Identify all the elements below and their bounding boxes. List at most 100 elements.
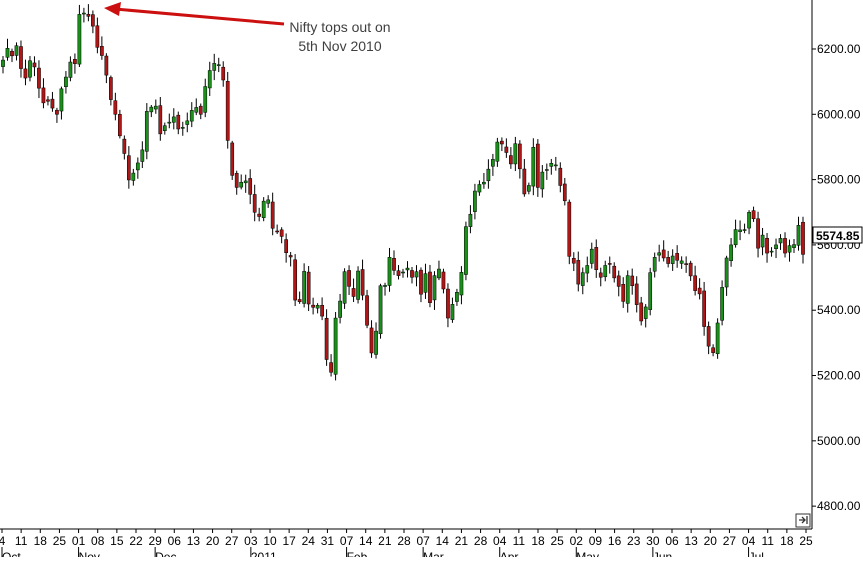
candle	[571, 252, 576, 272]
candle	[603, 260, 608, 282]
candle	[419, 267, 423, 303]
candle	[293, 254, 297, 307]
candle	[450, 297, 455, 323]
candle	[203, 78, 208, 118]
candle	[311, 297, 315, 315]
candle	[176, 111, 181, 135]
last-price-label: 5574.85	[816, 229, 860, 243]
candle	[666, 250, 671, 268]
x-tick-label: 06	[168, 534, 182, 548]
candle	[724, 255, 729, 296]
candle	[324, 309, 329, 366]
x-month-label: Dec	[155, 550, 176, 557]
candle	[562, 177, 567, 206]
candle	[500, 137, 504, 152]
candle	[679, 256, 684, 269]
x-tick-label: 25	[799, 534, 813, 548]
scroll-end-icon[interactable]	[795, 513, 811, 528]
candle	[95, 17, 100, 54]
candle	[122, 135, 127, 160]
candle	[23, 59, 28, 86]
candle	[778, 234, 783, 250]
candle	[720, 280, 724, 326]
candle	[266, 195, 271, 208]
x-month-label: Jun	[653, 550, 672, 557]
candle	[149, 104, 154, 118]
last-price-box	[812, 226, 863, 244]
candle	[82, 7, 86, 23]
candle	[549, 158, 554, 175]
y-tick-label: 6200.00	[817, 42, 861, 56]
candle	[792, 238, 796, 253]
candle	[302, 263, 306, 308]
candle	[257, 207, 262, 222]
candle	[670, 249, 675, 271]
candle	[320, 297, 324, 321]
candle	[365, 289, 369, 329]
x-tick-label: 07	[340, 534, 354, 548]
x-tick-label: 4	[0, 534, 6, 548]
x-tick-label: 10	[263, 534, 277, 548]
x-tick-label: 18	[34, 534, 48, 548]
candle	[91, 10, 95, 34]
candle	[801, 216, 805, 264]
candle	[504, 138, 509, 158]
x-tick-label: 02	[570, 534, 584, 548]
candle	[315, 303, 320, 314]
candle	[270, 192, 275, 236]
candle	[135, 157, 140, 179]
candle	[356, 266, 360, 304]
candle	[594, 239, 599, 278]
x-tick-label: 09	[589, 534, 603, 548]
candle	[441, 268, 446, 294]
candle	[652, 252, 657, 278]
candles-layer	[1, 4, 805, 381]
y-tick-label: 4800.00	[817, 499, 861, 513]
candle	[28, 55, 32, 82]
candle	[189, 102, 194, 128]
annotation-line-2: 5th Nov 2010	[298, 38, 381, 54]
candle	[347, 265, 351, 295]
candle	[459, 266, 464, 305]
candle	[544, 163, 549, 180]
x-tick-label: 28	[474, 534, 488, 548]
candle	[109, 75, 113, 106]
x-tick-label: 28	[397, 534, 411, 548]
candle	[158, 97, 163, 141]
candle	[221, 61, 226, 87]
x-tick-label: 16	[608, 534, 622, 548]
candle	[194, 98, 199, 116]
candle	[688, 260, 693, 281]
candle	[185, 112, 190, 133]
x-tick-label: 30	[646, 534, 660, 548]
annotation: Nifty tops out on 5th Nov 2010	[104, 2, 391, 54]
candle	[491, 153, 495, 176]
candle	[711, 344, 715, 357]
x-tick-label: 27	[225, 534, 239, 548]
candle	[55, 107, 59, 123]
candle	[86, 4, 91, 22]
y-tick-label: 5000.00	[817, 434, 861, 448]
candle	[580, 267, 585, 295]
candle	[738, 220, 742, 241]
candle	[612, 262, 617, 283]
candle	[567, 199, 572, 265]
x-tick-label: 14	[359, 534, 373, 548]
candle	[46, 96, 50, 106]
candle	[684, 256, 688, 273]
candle	[428, 264, 432, 308]
candle	[464, 221, 468, 281]
x-tick-label: 21	[455, 534, 469, 548]
candle	[126, 146, 131, 189]
x-tick-label: 22	[129, 534, 143, 548]
x-axis: 4 11 18 25 01 08 15 22 29 06 13 20 27 03 10 17 24 31 07 14 2…	[0, 528, 813, 562]
candle	[248, 169, 253, 205]
candle	[432, 271, 437, 310]
x-tick-label: 14	[436, 534, 450, 548]
candle	[73, 53, 77, 74]
x-tick-label: 31	[321, 534, 335, 548]
candle	[486, 159, 491, 189]
candle	[392, 250, 396, 276]
candle	[702, 281, 706, 336]
